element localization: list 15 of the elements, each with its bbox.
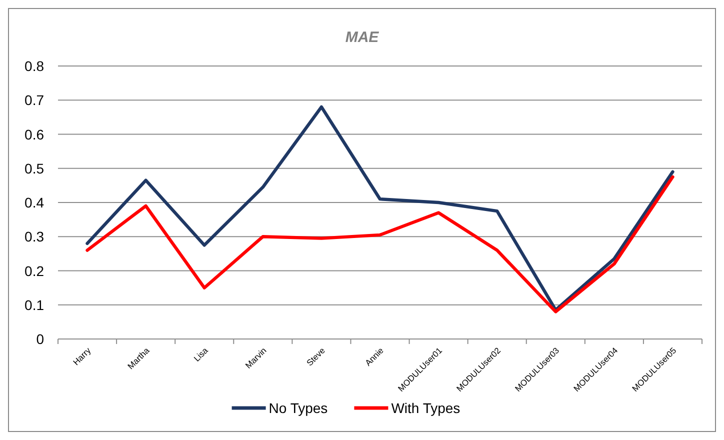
y-tick-label: 0.2 xyxy=(24,262,44,279)
x-tick-label: Lisa xyxy=(192,345,210,364)
y-tick-label: 0.4 xyxy=(24,194,44,210)
legend-label: With Types xyxy=(391,400,460,416)
y-tick-label: 0.1 xyxy=(24,296,44,313)
line-series xyxy=(86,105,674,312)
y-tick-label: 0.5 xyxy=(24,160,44,176)
y-tick-label: 0 xyxy=(36,331,44,347)
y-tick-label: 0.3 xyxy=(24,228,44,245)
y-tick-label: 0.6 xyxy=(24,126,44,142)
line-series xyxy=(86,175,674,314)
chart-title: MAE xyxy=(345,29,380,46)
y-tick-label: 0.7 xyxy=(24,92,44,108)
y-tick-label: 0.8 xyxy=(24,58,44,74)
legend-label: No Types xyxy=(268,400,328,416)
